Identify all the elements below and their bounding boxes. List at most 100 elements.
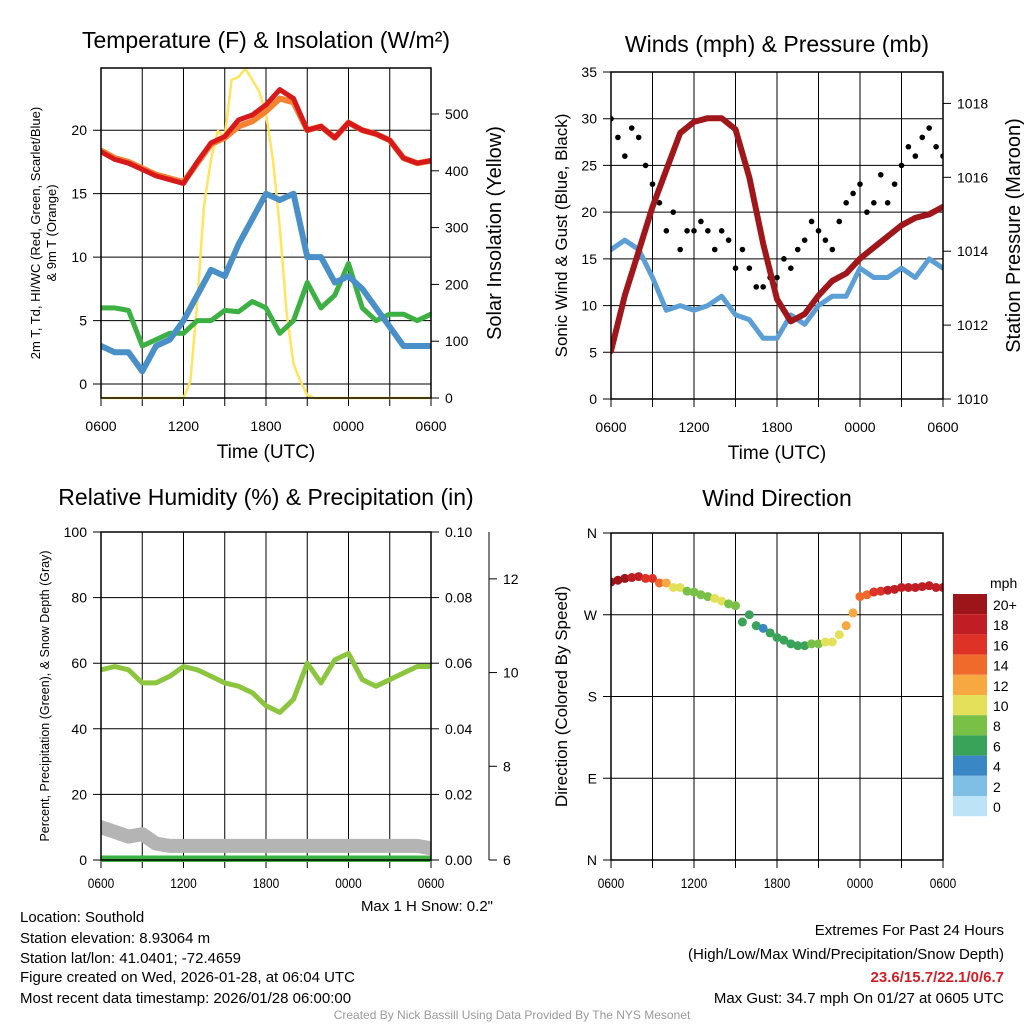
y-tick-label: 20 — [71, 786, 87, 802]
y2-tick-label: 1016 — [957, 169, 988, 185]
chart-title: Relative Humidity (%) & Precipitation (i… — [58, 484, 473, 510]
plot-frame — [100, 67, 432, 399]
gust-point — [871, 200, 877, 206]
x-tick-label: 0600 — [88, 875, 114, 891]
y-tick-label: 0 — [79, 376, 87, 392]
series-layer — [611, 572, 943, 651]
gust-point — [670, 209, 677, 215]
wind-direction-point — [751, 621, 761, 631]
wind-direction-point — [814, 639, 823, 649]
y-axis-label: Direction (Colored By Speed) — [552, 586, 571, 807]
y2-tick-label: 0 — [445, 390, 453, 406]
x-tick-label: 1200 — [168, 418, 199, 434]
x-tick-label: 0600 — [598, 875, 624, 891]
wind-direction-point — [807, 639, 817, 649]
gust-point — [794, 246, 801, 253]
legend-label: 6 — [993, 738, 1001, 754]
wind-line — [611, 237, 943, 341]
legend-swatch — [953, 715, 987, 736]
gust-point — [933, 143, 939, 150]
y-tick-label: 5 — [79, 313, 87, 329]
gust-point — [926, 125, 932, 131]
x-tick-label: 1200 — [678, 419, 709, 435]
y2-tick-label: 1014 — [957, 243, 988, 259]
x-tick-label: 0600 — [85, 418, 116, 434]
x-tick-label: 0600 — [418, 875, 444, 891]
chart-title: Winds (mph) & Pressure (mb) — [625, 31, 929, 57]
wind-direction-point — [834, 630, 844, 640]
y-tick-label: 10 — [71, 249, 87, 265]
wind-direction-point — [779, 635, 789, 645]
y-tick-label: 80 — [71, 590, 87, 606]
legend-label: 10 — [993, 698, 1009, 714]
wind-direction-point — [696, 590, 706, 600]
gust-point — [850, 190, 856, 197]
gust-point — [864, 209, 870, 215]
y2-tick-label: 0.10 — [445, 524, 472, 540]
wind-direction-point — [827, 637, 837, 647]
gust-point — [905, 143, 912, 150]
wind-direction-point — [820, 637, 830, 647]
wind-direction-point — [627, 573, 637, 583]
wind-direction-point — [848, 608, 858, 618]
y-tick-label: 25 — [581, 157, 597, 173]
series-layer — [611, 115, 943, 354]
y-axis-label-line2: & 9m T (Orange) — [44, 184, 59, 281]
gust-point — [691, 228, 697, 234]
y2-tick-label: 0.00 — [445, 852, 472, 868]
gust-point — [732, 265, 739, 272]
y-tick-label: 35 — [581, 64, 597, 80]
legend-title: mph — [990, 575, 1017, 591]
wind-direction-point — [634, 572, 644, 582]
gust-point — [912, 153, 919, 159]
y2-tick-label: 400 — [445, 163, 469, 179]
y-axis-label: Sonic Wind & Gust (Blue, Black) — [552, 114, 571, 358]
legend-swatch — [953, 735, 987, 756]
x-tick-label: 1800 — [764, 875, 790, 891]
gust-point — [656, 200, 663, 206]
wind-direction-point — [938, 583, 943, 592]
y3-tick-label: 12 — [503, 571, 519, 587]
x-tick-label: 0000 — [335, 875, 361, 891]
chart-title: Wind Direction — [702, 485, 852, 511]
y2-tick-label: 100 — [445, 333, 469, 349]
y2-tick-label: 0.02 — [445, 786, 472, 802]
legend-swatch — [953, 674, 987, 695]
y-tick-label: 20 — [581, 204, 597, 220]
x-axis-label: Time (UTC) — [217, 442, 316, 463]
y-tick-label: W — [584, 607, 598, 623]
wind-direction-point — [883, 585, 893, 595]
wind-direction-point — [641, 573, 651, 583]
gust-point — [753, 284, 760, 290]
series-layer — [101, 67, 431, 400]
td-line — [101, 261, 431, 349]
wind-direction-point — [786, 639, 796, 649]
legend-label: 4 — [993, 759, 1001, 775]
x-tick-label: 0600 — [927, 419, 958, 435]
gust-point — [884, 200, 891, 206]
gust-point — [698, 218, 704, 225]
gust-point — [711, 246, 718, 253]
y-axis-label: Percent, Precipitation (Green), & Snow D… — [38, 550, 52, 841]
y-tick-label: 10 — [581, 298, 597, 314]
y2-tick-label: 0.04 — [445, 721, 472, 737]
legend-label: 20+ — [993, 597, 1017, 613]
y-tick-label: 20 — [71, 122, 87, 138]
wind-direction-point — [648, 573, 657, 583]
wind-direction-point — [689, 587, 699, 597]
legend-swatch — [953, 695, 987, 716]
wind-direction-point — [800, 641, 810, 651]
wind-direction-point — [924, 581, 934, 591]
wind-direction-point — [703, 592, 713, 602]
gust-point — [843, 200, 849, 206]
y-tick-label: 40 — [71, 721, 87, 737]
wind-direction-point — [613, 575, 623, 585]
legend-label: 16 — [993, 637, 1009, 653]
gust-point — [815, 228, 822, 234]
gust-point — [877, 171, 884, 178]
legend-swatch — [953, 796, 987, 817]
legend-swatch — [953, 775, 987, 796]
y2-tick-label: 500 — [445, 106, 469, 122]
